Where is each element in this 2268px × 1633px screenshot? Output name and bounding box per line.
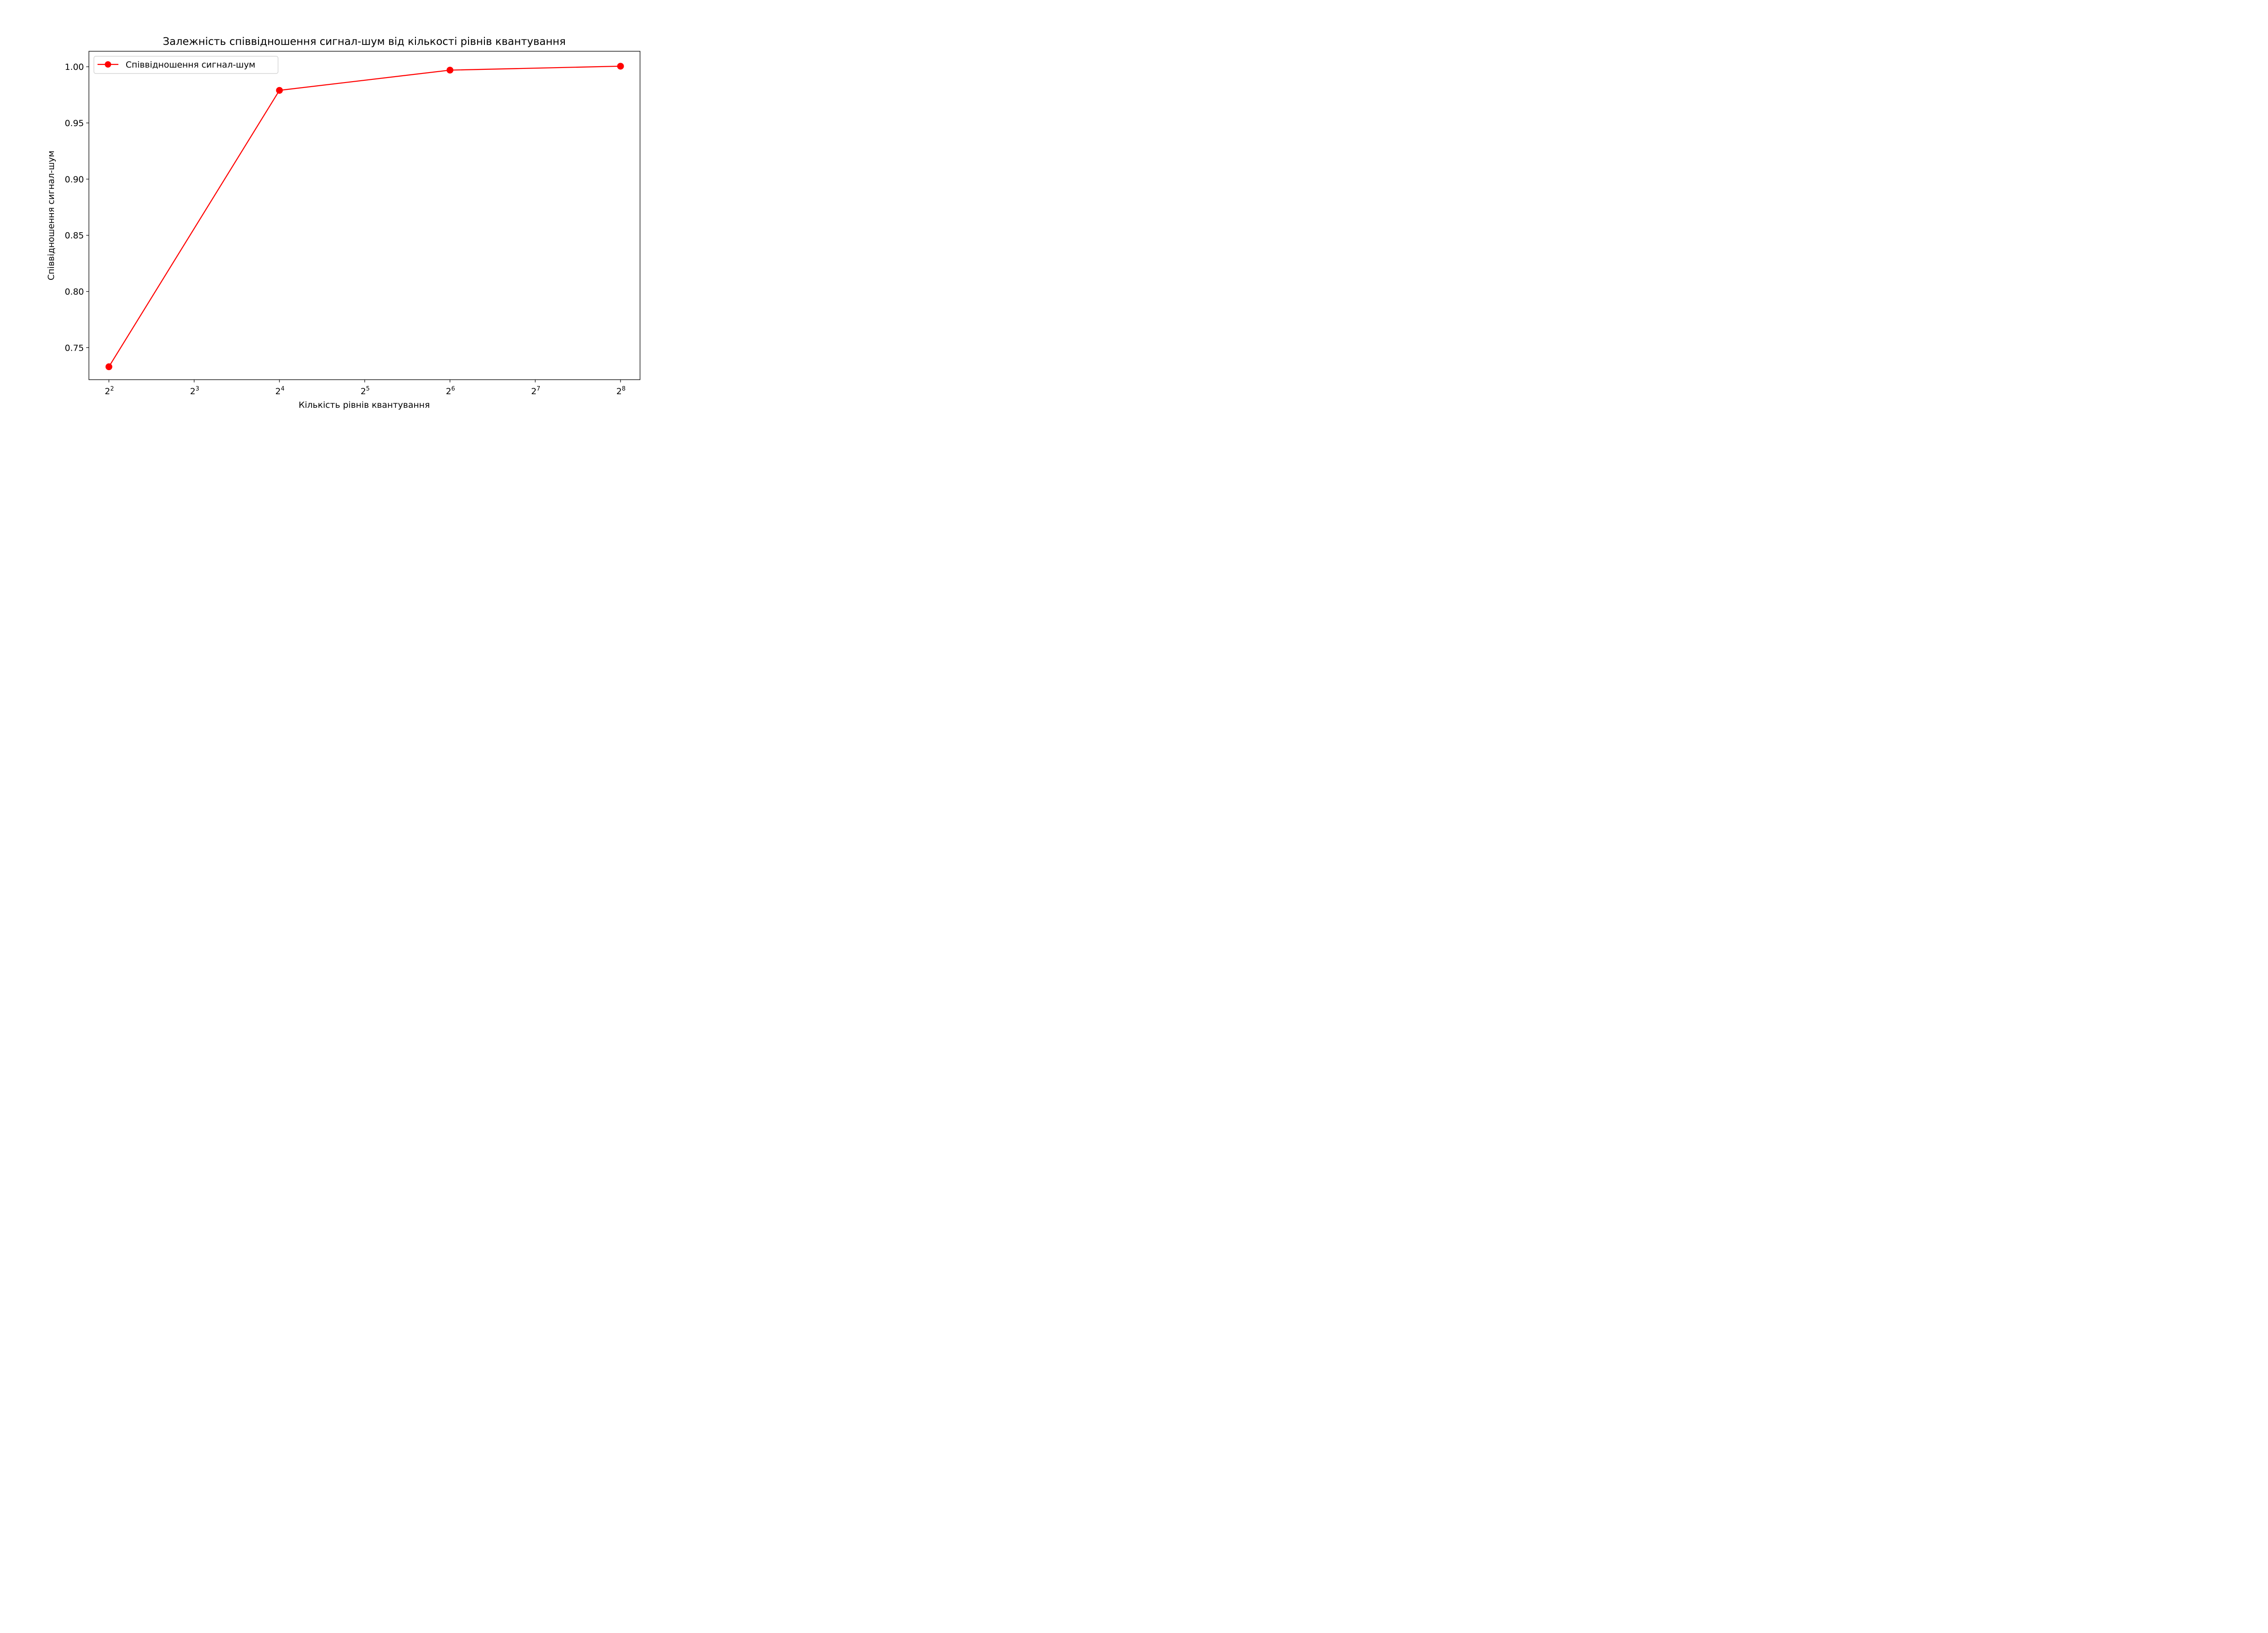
x-tick-label: 24 bbox=[275, 386, 284, 396]
x-axis-label: Кількість рівнів квантування bbox=[298, 400, 430, 410]
y-axis-label: Співвідношення сигнал-шум bbox=[46, 151, 56, 280]
x-tick-exponent: 6 bbox=[451, 386, 455, 392]
chart-title: Залежність співвідношення сигнал-шум від… bbox=[163, 36, 566, 48]
y-tick-label: 0.85 bbox=[65, 231, 84, 241]
plot-frame bbox=[88, 51, 640, 380]
plot-area bbox=[88, 51, 640, 380]
legend-label: Співвідношення сигнал-шум bbox=[126, 60, 255, 70]
data-point bbox=[446, 67, 454, 74]
x-tick-exponent: 2 bbox=[110, 386, 114, 392]
x-tick-base: 2 bbox=[190, 386, 196, 396]
x-tick-label: 25 bbox=[361, 386, 370, 396]
x-tick-exponent: 8 bbox=[622, 386, 626, 392]
x-tick-label: 23 bbox=[190, 386, 199, 396]
x-tick-label: 27 bbox=[531, 386, 540, 396]
x-tick-base: 2 bbox=[446, 386, 451, 396]
x-tick-exponent: 5 bbox=[366, 386, 370, 392]
x-tick-label: 22 bbox=[105, 386, 114, 396]
y-axis: 0.75 0.80 0.85 0.90 0.95 1.00 bbox=[65, 62, 89, 353]
y-tick-label: 1.00 bbox=[65, 62, 84, 72]
y-tick-label: 0.95 bbox=[65, 118, 84, 128]
legend: Співвідношення сигнал-шум bbox=[93, 56, 279, 74]
y-tick-label: 0.80 bbox=[65, 287, 84, 297]
data-point bbox=[105, 363, 112, 371]
x-tick-label: 26 bbox=[446, 386, 455, 396]
x-axis: 22 23 24 25 26 27 28 bbox=[105, 380, 626, 396]
y-tick-label: 0.90 bbox=[65, 175, 84, 185]
series-line bbox=[108, 65, 621, 367]
x-tick-exponent: 7 bbox=[537, 386, 540, 392]
x-tick-exponent: 4 bbox=[281, 386, 284, 392]
x-tick-exponent: 3 bbox=[196, 386, 199, 392]
x-tick-base: 2 bbox=[616, 386, 622, 396]
legend-box bbox=[93, 56, 279, 74]
y-tick-label: 0.75 bbox=[65, 343, 84, 353]
legend-marker-swatch bbox=[105, 61, 111, 68]
x-tick-base: 2 bbox=[361, 386, 366, 396]
x-tick-base: 2 bbox=[275, 386, 281, 396]
data-point bbox=[617, 63, 624, 70]
data-point bbox=[276, 87, 283, 94]
chart: Залежність співвідношення сигнал-шум від… bbox=[0, 0, 701, 420]
x-tick-base: 2 bbox=[531, 386, 537, 396]
x-tick-label: 28 bbox=[616, 386, 626, 396]
x-tick-base: 2 bbox=[105, 386, 110, 396]
